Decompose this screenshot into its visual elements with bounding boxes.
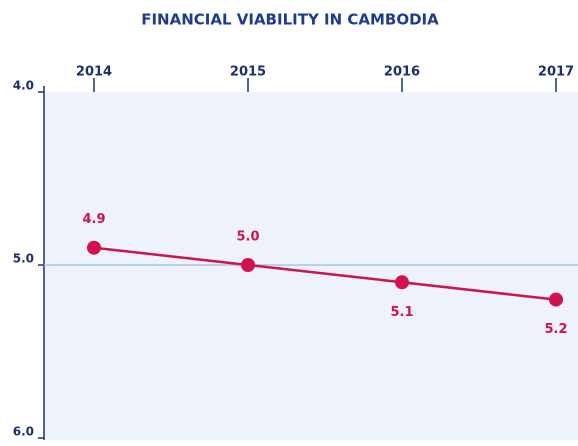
x-tick-label: 2015 — [230, 65, 266, 80]
data-point — [241, 258, 255, 272]
data-label: 5.0 — [236, 230, 259, 245]
data-point — [549, 292, 563, 307]
data-point — [87, 240, 101, 255]
x-tick-label: 2016 — [384, 65, 420, 80]
data-label: 5.1 — [390, 305, 413, 320]
plot-area — [44, 92, 578, 440]
chart-title: FINANCIAL VIABILITY IN CAMBODIA — [141, 11, 439, 29]
y-tick-label: 6.0 — [13, 425, 34, 439]
data-point — [395, 275, 409, 290]
data-label: 5.2 — [544, 322, 567, 337]
y-tick-label: 4.0 — [13, 79, 34, 93]
data-label: 4.9 — [82, 212, 105, 227]
y-tick-label: 5.0 — [13, 252, 34, 266]
x-tick-label: 2017 — [538, 65, 574, 80]
series-line — [93, 246, 557, 301]
x-tick-label: 2014 — [76, 65, 112, 80]
